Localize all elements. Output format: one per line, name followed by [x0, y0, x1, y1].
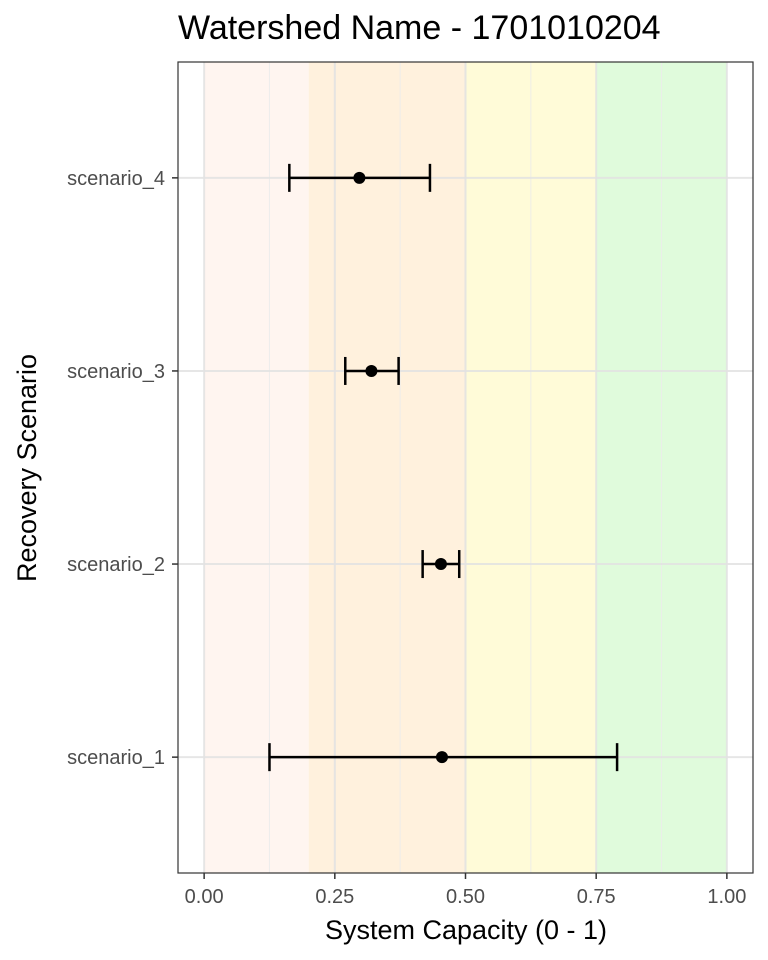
x-tick-label: 0.25	[315, 886, 354, 908]
x-tick-label: 0.50	[446, 886, 485, 908]
mean-point-scenario_2	[434, 558, 447, 571]
gridlines	[178, 62, 753, 873]
mean-point-scenario_1	[435, 751, 448, 764]
x-tick-label: 1.00	[707, 886, 746, 908]
y-tick-label: scenario_1	[67, 747, 165, 769]
y-tick-label: scenario_3	[67, 361, 165, 383]
x-axis-title: System Capacity (0 - 1)	[325, 915, 607, 945]
y-tick-label: scenario_4	[67, 168, 165, 190]
y-axis-title: Recovery Scenario	[12, 354, 42, 582]
chart-title: Watershed Name - 1701010204	[178, 9, 661, 47]
error-bars	[268, 163, 619, 772]
x-tick-label: 0.75	[577, 886, 616, 908]
mean-point-scenario_3	[365, 364, 378, 377]
y-tick-label: scenario_2	[67, 554, 165, 576]
capacity-band-1	[204, 62, 309, 873]
mean-point-scenario_4	[353, 171, 366, 184]
x-tick-label: 0.00	[185, 886, 224, 908]
axes: 0.00 0.25 0.50 0.75 1.00 scenario_1 scenario_2…	[67, 168, 746, 908]
